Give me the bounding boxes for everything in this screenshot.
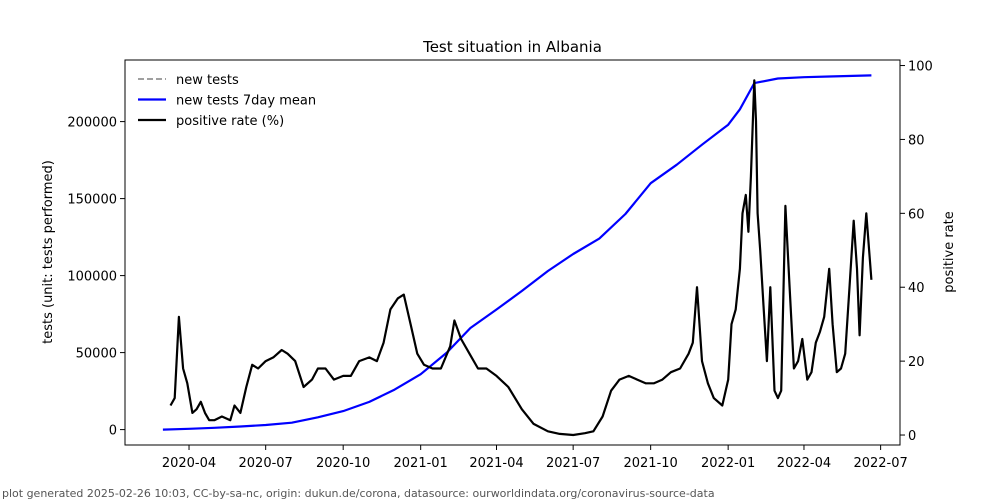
x-tick-label: 2020-04: [162, 456, 216, 471]
y-tick-label: 200000: [67, 116, 117, 131]
x-tick-label: 2021-04: [469, 456, 523, 471]
x-tick-label: 2020-07: [239, 456, 293, 471]
y-tick-label: 150000: [67, 193, 117, 208]
plot-area: [162, 74, 873, 437]
legend-label: new tests: [176, 73, 239, 88]
x-tick-label: 2021-10: [623, 456, 677, 471]
legend: new tests new tests 7day mean positive rat…: [138, 73, 316, 129]
plot-frame: [124, 59, 901, 446]
y2-tick-label: 100: [908, 60, 933, 75]
y-axis-left: 0 50000 100000 150000 200000: [67, 116, 125, 439]
y2-tick-label: 40: [908, 281, 925, 296]
series-line-1: [162, 74, 872, 431]
y-tick-label: 0: [109, 424, 117, 439]
x-axis: 2020-04 2020-07 2020-10 2021-01 2021-04 2021-…: [162, 445, 908, 471]
x-tick-label: 2021-01: [394, 456, 448, 471]
y2-axis-label: positive rate: [942, 211, 957, 293]
y2-tick-label: 80: [908, 133, 925, 148]
x-tick-label: 2021-07: [546, 456, 600, 471]
legend-label: new tests 7day mean: [176, 94, 316, 109]
y2-tick-label: 0: [908, 429, 916, 444]
series-line-2: [169, 79, 873, 437]
x-tick-label: 2022-04: [777, 456, 831, 471]
y-tick-label: 50000: [76, 347, 117, 362]
x-tick-label: 2022-07: [853, 456, 907, 471]
footer-note: plot generated 2025-02-26 10:03, CC-by-s…: [2, 487, 715, 500]
chart-title: Test situation in Albania: [422, 38, 602, 56]
y-axis-right: 0 20 40 60 80 100: [900, 60, 933, 444]
x-tick-label: 2020-10: [316, 456, 370, 471]
y2-tick-label: 60: [908, 207, 925, 222]
x-tick-label: 2022-01: [701, 456, 755, 471]
y-tick-label: 100000: [67, 270, 117, 285]
y-axis-label: tests (unit: tests performed): [41, 160, 56, 344]
legend-label: positive rate (%): [176, 114, 284, 129]
y2-tick-label: 20: [908, 355, 925, 370]
